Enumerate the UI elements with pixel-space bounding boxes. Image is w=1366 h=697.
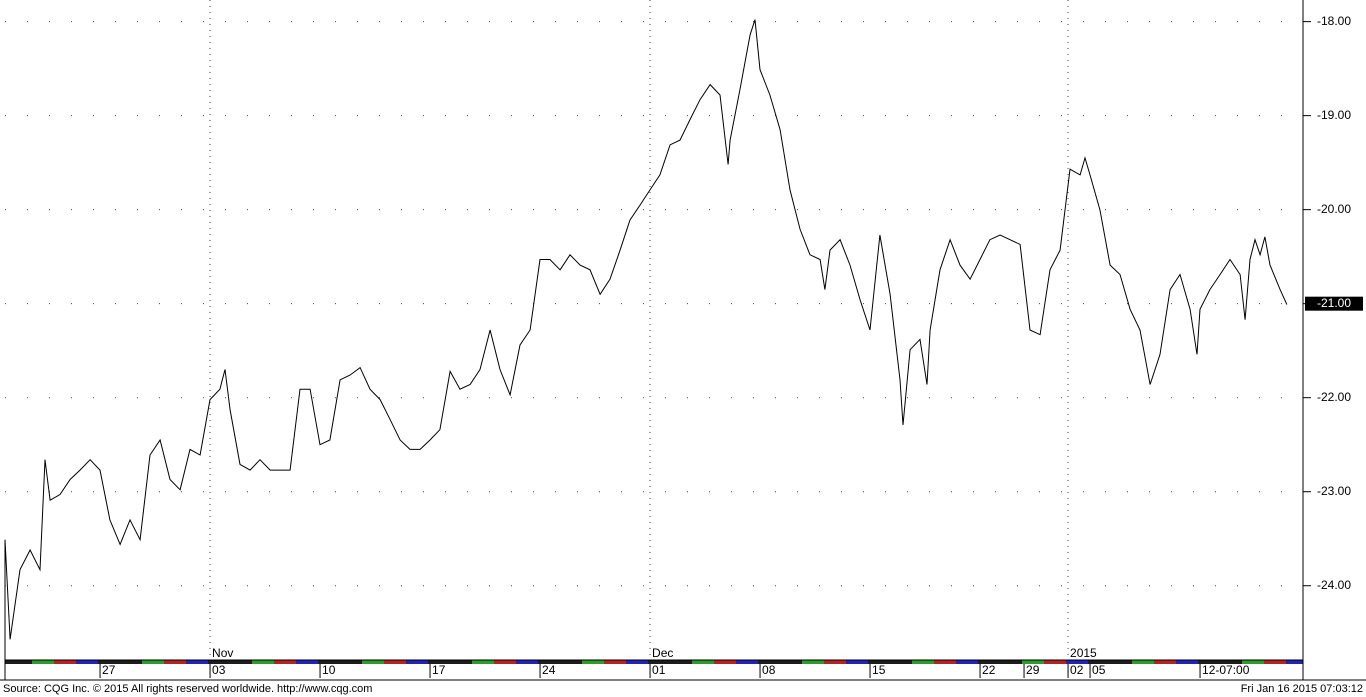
x-tick-label: 01 <box>652 663 666 677</box>
month-label: 2015 <box>1070 646 1097 660</box>
y-tick-label: -19.00 <box>1317 108 1351 122</box>
timestamp: Fri Jan 16 2015 07:03:12 <box>1241 683 1363 695</box>
session-strip <box>5 660 1303 664</box>
y-tick-label: -24.00 <box>1317 578 1351 592</box>
last-value-label: -21.00 <box>1317 296 1351 310</box>
y-tick-label: -23.00 <box>1317 484 1351 498</box>
price-line <box>4 19 1288 640</box>
x-tick-label: 29 <box>1026 663 1040 677</box>
source-note: Source: CQG Inc. © 2015 All rights reser… <box>3 683 372 695</box>
y-tick-label: -20.00 <box>1317 202 1351 216</box>
month-label: Dec <box>652 646 673 660</box>
y-tick-label: -22.00 <box>1317 390 1351 404</box>
x-tick-label: 27 <box>102 663 116 677</box>
x-tick-label: 03 <box>212 663 226 677</box>
x-tick-label: 10 <box>322 663 336 677</box>
x-tick-label: 08 <box>762 663 776 677</box>
x-tick-label: 05 <box>1092 663 1106 677</box>
y-tick-label: -18.00 <box>1317 14 1351 28</box>
x-tick-label: 22 <box>982 663 996 677</box>
last-value-box <box>1305 296 1363 311</box>
x-tick-label: 24 <box>542 663 556 677</box>
month-label: Nov <box>212 646 233 660</box>
x-tick-label: 15 <box>872 663 886 677</box>
x-tick-label: 17 <box>432 663 446 677</box>
x-tick-label: 12-07:00 <box>1202 663 1250 677</box>
x-tick-label: 02 <box>1070 663 1084 677</box>
